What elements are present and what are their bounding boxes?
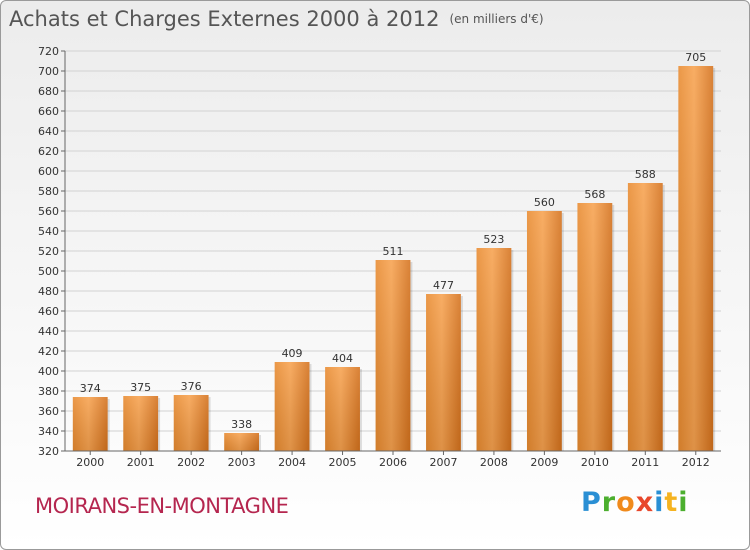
y-tick-label: 720 bbox=[38, 45, 59, 58]
bar-shade bbox=[224, 433, 260, 451]
bar-shade bbox=[173, 395, 209, 451]
bar-value-label: 375 bbox=[130, 381, 151, 394]
y-tick-label: 540 bbox=[38, 225, 59, 238]
bar-shade bbox=[426, 294, 461, 451]
bar-value-label: 409 bbox=[282, 347, 303, 360]
bar-value-label: 568 bbox=[584, 188, 605, 201]
bar-value-label: 376 bbox=[181, 380, 202, 393]
bar-value-label: 523 bbox=[483, 233, 504, 246]
bar-value-label: 511 bbox=[383, 245, 404, 258]
bar-shade bbox=[678, 66, 714, 451]
bar-value-label: 477 bbox=[433, 279, 454, 292]
x-tick-label: 2008 bbox=[480, 456, 508, 469]
bar-shade bbox=[123, 396, 159, 451]
x-tick-label: 2011 bbox=[631, 456, 659, 469]
bar-shade bbox=[72, 397, 108, 451]
x-tick-label: 2004 bbox=[278, 456, 306, 469]
y-axis: 320 340 360 380 400 420 440 460 480 500 520 540 560 5… bbox=[38, 45, 66, 458]
y-tick-label: 400 bbox=[38, 365, 59, 378]
y-tick-label: 500 bbox=[38, 265, 59, 278]
logo-letter: i bbox=[654, 487, 665, 518]
bar-shade bbox=[476, 248, 512, 451]
x-tick-label: 2001 bbox=[127, 456, 155, 469]
x-tick-label: 2003 bbox=[228, 456, 256, 469]
x-tick-label: 2007 bbox=[429, 456, 457, 469]
y-tick-label: 460 bbox=[38, 305, 59, 318]
x-tick-label: 2009 bbox=[530, 456, 558, 469]
logo-letter: o bbox=[616, 487, 636, 518]
logo-letter: r bbox=[601, 487, 617, 518]
x-tick-label: 2006 bbox=[379, 456, 407, 469]
bar-shade bbox=[526, 211, 562, 451]
y-tick-label: 660 bbox=[38, 105, 59, 118]
bar-value-label: 338 bbox=[231, 418, 252, 431]
y-tick-label: 620 bbox=[38, 145, 59, 158]
bar-value-label: 560 bbox=[534, 196, 555, 209]
logo-letter: t bbox=[664, 487, 679, 518]
y-tick-label: 700 bbox=[38, 65, 59, 78]
commune-name: MOIRANS-EN-MONTAGNE bbox=[35, 494, 289, 518]
bar-value-label: 374 bbox=[80, 382, 101, 395]
bar-shade bbox=[274, 362, 310, 451]
y-tick-label: 600 bbox=[38, 165, 59, 178]
x-tick-label: 2002 bbox=[177, 456, 205, 469]
y-tick-label: 640 bbox=[38, 125, 59, 138]
y-tick-label: 520 bbox=[38, 245, 59, 258]
chart-title: Achats et Charges Externes 2000 à 2012 (e… bbox=[9, 7, 544, 31]
y-tick-label: 360 bbox=[38, 405, 59, 418]
bar-value-label: 404 bbox=[332, 352, 353, 365]
y-tick-label: 420 bbox=[38, 345, 59, 358]
y-tick-label: 440 bbox=[38, 325, 59, 338]
bar-value-label: 588 bbox=[635, 168, 656, 181]
bar-shade bbox=[375, 260, 411, 451]
bar-shade bbox=[577, 203, 613, 451]
bar-shade bbox=[627, 183, 663, 451]
x-tick-label: 2012 bbox=[682, 456, 710, 469]
unit-label: (en milliers d'€) bbox=[449, 12, 544, 26]
y-tick-label: 340 bbox=[38, 425, 59, 438]
proxiti-logo: Proxiti bbox=[581, 487, 689, 518]
bars: 374 375 376 338 409 404 511 477 523 560 568 588 705 bbox=[72, 51, 716, 451]
x-tick-label: 2000 bbox=[76, 456, 104, 469]
y-tick-label: 580 bbox=[38, 185, 59, 198]
bar-value-label: 705 bbox=[685, 51, 706, 64]
y-tick-label: 680 bbox=[38, 85, 59, 98]
x-tick-label: 2005 bbox=[329, 456, 357, 469]
x-axis: 2000 2001 2002 2003 2004 2005 2006 2007 2008 2009… bbox=[65, 450, 721, 469]
y-tick-label: 560 bbox=[38, 205, 59, 218]
logo-letter: P bbox=[581, 487, 602, 518]
y-tick-label: 380 bbox=[38, 385, 59, 398]
y-tick-label: 320 bbox=[38, 445, 59, 458]
logo-letter: i bbox=[678, 487, 689, 518]
logo-letter: x bbox=[635, 487, 655, 518]
bar-shade bbox=[325, 367, 360, 451]
y-tick-label: 480 bbox=[38, 285, 59, 298]
x-tick-label: 2010 bbox=[581, 456, 609, 469]
